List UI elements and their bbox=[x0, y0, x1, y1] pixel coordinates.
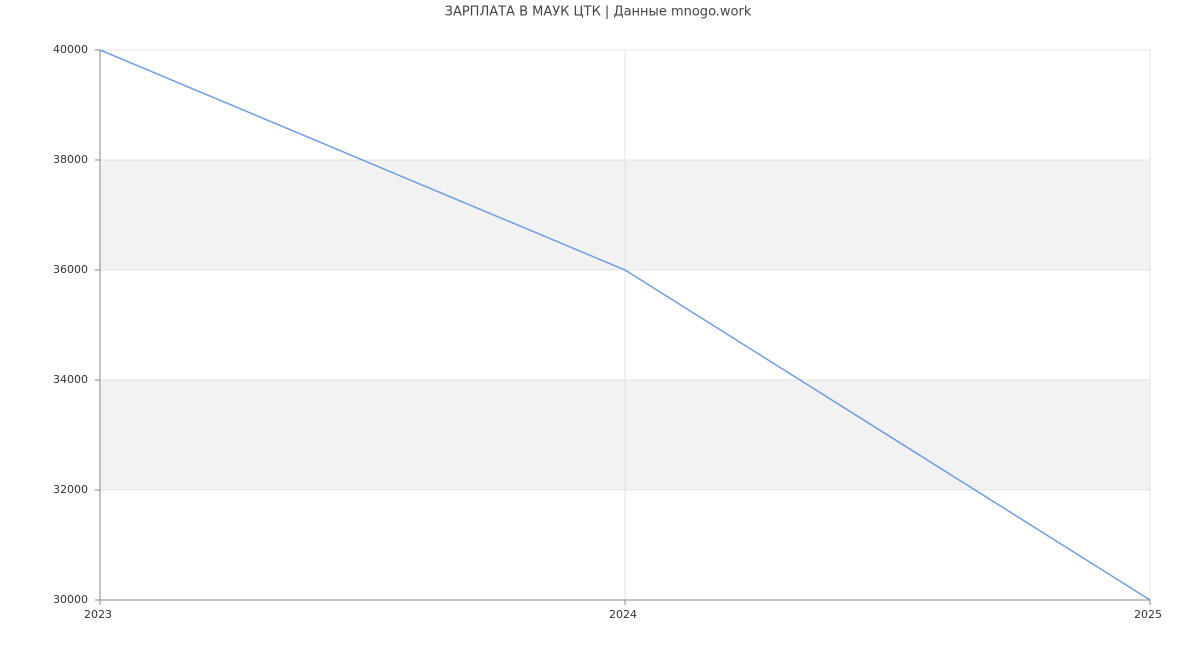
y-tick-label: 36000 bbox=[53, 263, 88, 276]
y-tick-label: 34000 bbox=[53, 373, 88, 386]
chart-title: ЗАРПЛАТА В МАУК ЦТК | Данные mnogo.work bbox=[445, 5, 752, 20]
y-tick-label: 38000 bbox=[53, 153, 88, 166]
line-series bbox=[99, 49, 1151, 601]
y-tick-label: 32000 bbox=[53, 483, 88, 496]
y-tick-label: 30000 bbox=[53, 593, 88, 606]
y-tick-label: 40000 bbox=[53, 43, 88, 56]
x-tick-label: 2025 bbox=[1134, 608, 1162, 621]
x-tick-label: 2024 bbox=[609, 608, 637, 621]
x-tick-label: 2023 bbox=[84, 608, 112, 621]
